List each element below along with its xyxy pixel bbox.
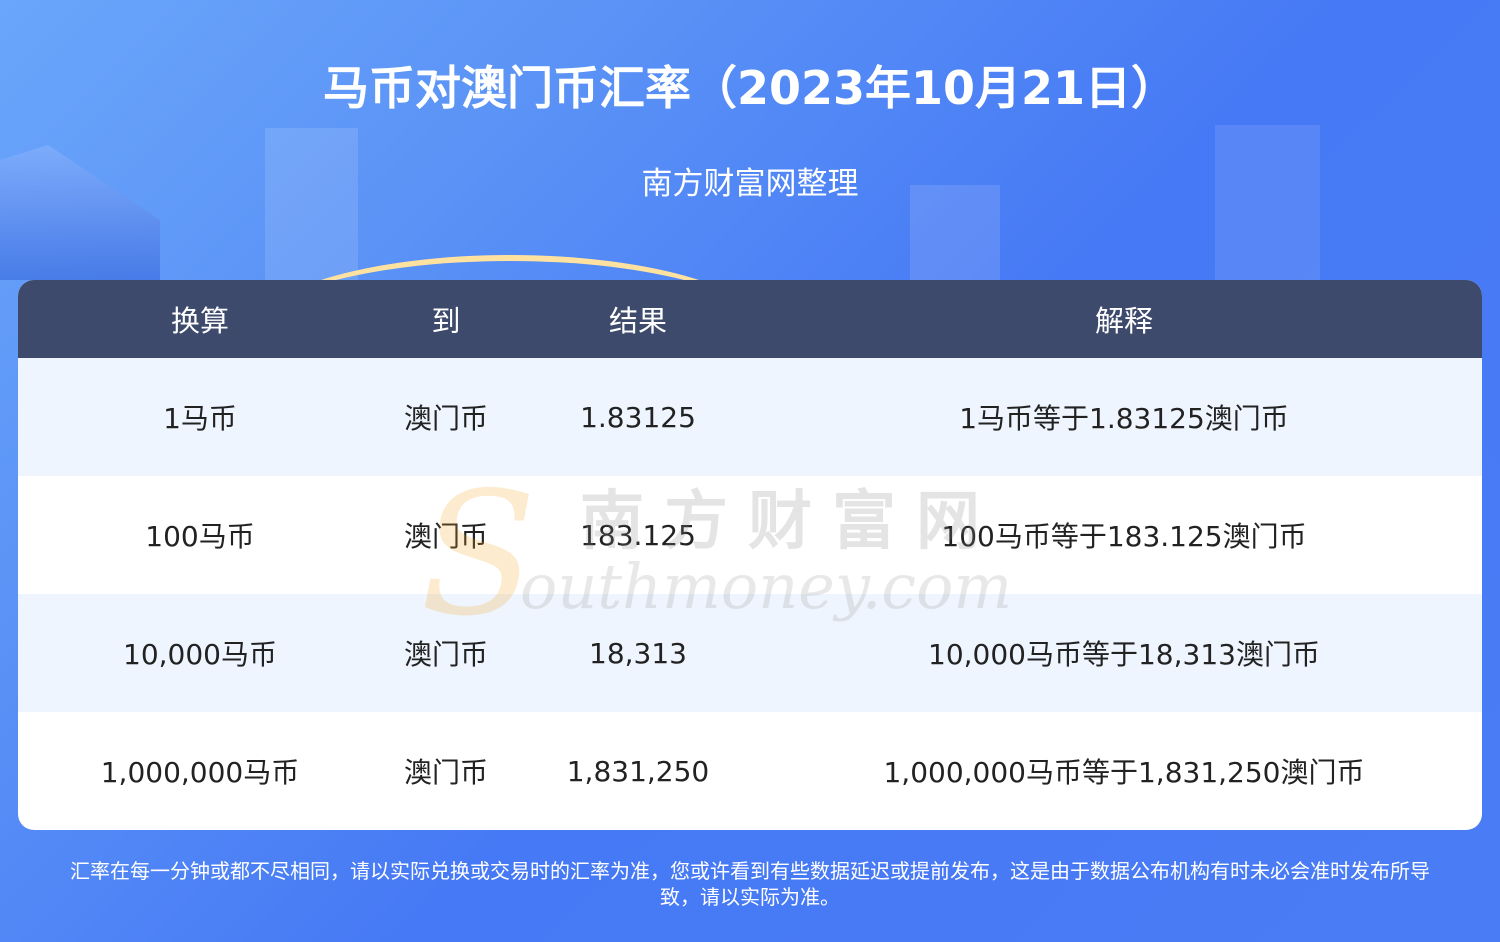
disclaimer-line: 致，请以实际为准。 [660,885,840,909]
page-title: 马币对澳门币汇率（2023年10月21日） [322,61,1178,115]
cell-target: 澳门币 [403,756,488,789]
cell-amount: 1,000,000马币 [100,756,300,789]
decorative-arc [250,255,770,335]
page-subtitle: 南方财富网整理 [641,166,859,202]
column-header: 结果 [608,304,667,338]
cell-explanation: 100马币等于183.125澳门币 [941,520,1307,553]
column-header: 解释 [1094,304,1153,338]
cell-result: 183.125 [580,518,696,552]
table-row: 1,000,000马币 澳门币 1,831,250 1,000,000马币等于1… [18,712,1482,830]
cell-amount: 1马币 [163,402,237,435]
cell-target: 澳门币 [403,638,488,671]
cell-result: 18,313 [589,636,687,670]
table-header: 换算 到 结果 解释 [18,280,1482,358]
disclaimer: 汇率在每一分钟或都不尽相同，请以实际兑换或交易时的汇率为准，您或许看到有些数据延… [0,858,1500,910]
cell-amount: 10,000马币 [123,638,277,671]
table-row: 100马币 澳门币 183.125 100马币等于183.125澳门币 [18,476,1482,594]
decorative-panel [910,185,1000,280]
cell-result: 1,831,250 [566,754,710,788]
cell-explanation: 10,000马币等于18,313澳门币 [928,638,1320,671]
table-row: 1马币 澳门币 1.83125 1马币等于1.83125澳门币 [18,358,1482,476]
cell-amount: 100马币 [145,520,255,553]
cell-target: 澳门币 [403,520,488,553]
cell-explanation: 1,000,000马币等于1,831,250澳门币 [883,756,1365,789]
decorative-panel [1215,125,1320,280]
table-row: 10,000马币 澳门币 18,313 10,000马币等于18,313澳门币 [18,594,1482,712]
cell-target: 澳门币 [403,402,488,435]
decorative-panel [265,128,358,280]
exchange-rate-table: 换算 到 结果 解释 1马币 澳门币 1.83125 1马币等于1.83125澳… [18,280,1482,830]
column-header: 换算 [170,304,229,338]
cell-result: 1.83125 [580,400,696,434]
column-header: 到 [431,304,461,338]
disclaimer-line: 汇率在每一分钟或都不尽相同，请以实际兑换或交易时的汇率为准，您或许看到有些数据延… [70,859,1430,883]
cell-explanation: 1马币等于1.83125澳门币 [959,402,1289,435]
